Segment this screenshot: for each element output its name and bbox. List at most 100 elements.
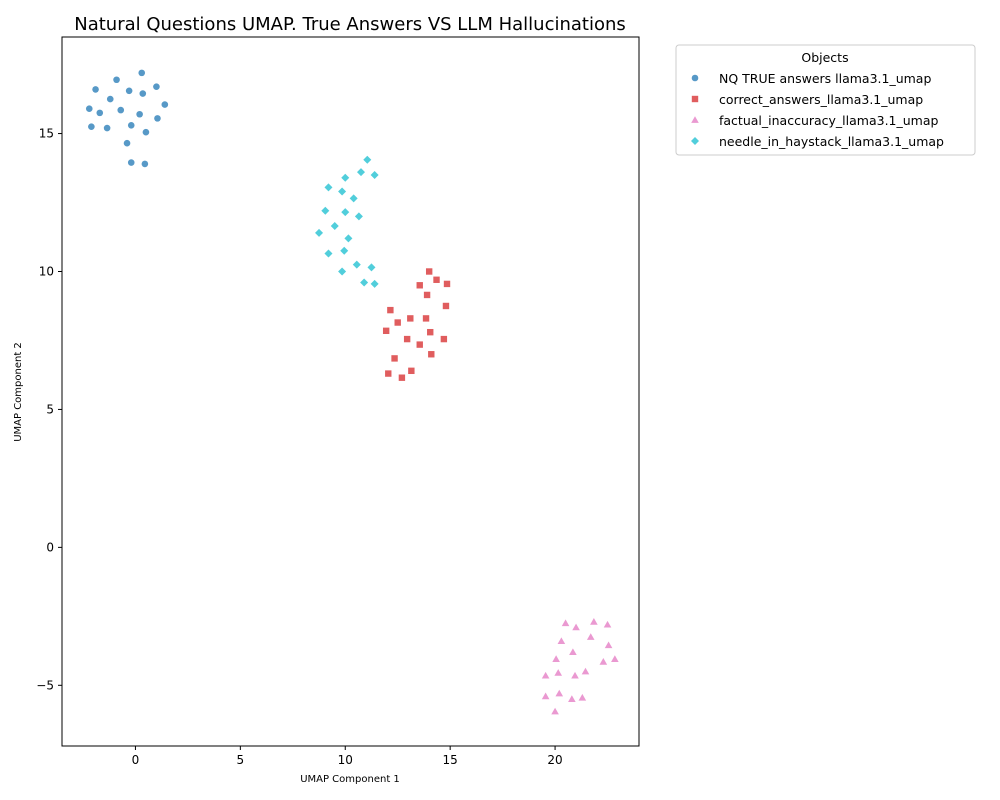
data-point-series-3	[541, 692, 550, 700]
data-point-series-3	[599, 658, 608, 665]
data-point-series-1	[141, 160, 149, 168]
legend-marker	[691, 95, 699, 103]
data-point-series-1	[125, 87, 133, 95]
data-point-series-2	[387, 306, 394, 314]
data-point-series-2	[442, 302, 450, 310]
data-point-series-3	[552, 655, 560, 662]
axes: 0 5 10 15 20 −5 0 5 10 15	[36, 36, 640, 767]
legend-label: NQ TRUE answers llama3.1_umap	[719, 71, 931, 86]
data-point-series-1	[88, 123, 95, 130]
data-point-series-2	[403, 335, 411, 343]
data-point-series-4	[370, 170, 379, 179]
data-point-series-2	[391, 355, 398, 362]
data-point-series-1	[127, 121, 135, 129]
legend-item-4: needle_in_haystack_llama3.1_umap	[691, 134, 944, 149]
data-point-series-4	[321, 206, 330, 215]
y-tick-label: 5	[46, 402, 54, 416]
data-point-series-4	[367, 263, 376, 272]
x-tick-label: 10	[338, 753, 353, 767]
data-point-series-3	[551, 707, 559, 715]
legend-label: factual_inaccuracy_llama3.1_umap	[719, 113, 939, 128]
data-point-series-4	[338, 187, 347, 196]
data-point-series-2	[382, 327, 390, 335]
data-point-series-3	[603, 620, 612, 628]
data-point-series-4	[370, 279, 379, 288]
data-point-series-3	[572, 623, 580, 631]
legend-marker	[691, 116, 699, 123]
data-point-series-2	[416, 341, 423, 348]
data-point-series-3	[581, 667, 590, 675]
data-point-series-1	[127, 159, 135, 166]
chart-title: Natural Questions UMAP. True Answers VS …	[74, 14, 626, 35]
y-tick-label: −5	[36, 678, 54, 692]
data-point-series-2	[443, 280, 451, 288]
data-point-series-4	[340, 246, 349, 255]
data-point-series-2	[422, 315, 430, 322]
data-point-series-4	[324, 183, 333, 192]
legend-item-1: NQ TRUE answers llama3.1_umap	[691, 71, 931, 86]
legend: Objects NQ TRUE answers llama3.1_umapcor…	[675, 44, 976, 156]
legend-item-2: correct_answers_llama3.1_umap	[691, 92, 923, 107]
legend-marker	[691, 137, 699, 145]
data-point-series-1	[153, 83, 160, 90]
data-point-series-3	[561, 619, 570, 627]
data-point-series-3	[554, 669, 563, 676]
x-axis-label: UMAP Component 1	[300, 774, 400, 785]
data-point-series-2	[416, 282, 423, 289]
data-point-series-2	[398, 374, 406, 381]
data-point-series-1	[103, 124, 111, 132]
data-point-series-3	[590, 618, 598, 625]
data-point-series-4	[341, 208, 350, 217]
data-point-series-3	[555, 689, 564, 697]
data-point-series-1	[92, 86, 99, 93]
data-point-series-1	[117, 106, 125, 114]
data-point-series-2	[433, 276, 440, 283]
data-point-series-1	[142, 128, 150, 136]
data-point-series-1	[161, 101, 169, 108]
legend-label: correct_answers_llama3.1_umap	[719, 92, 923, 107]
data-point-series-4	[344, 234, 353, 243]
data-point-series-3	[557, 637, 566, 645]
data-point-series-3	[604, 641, 613, 649]
data-point-series-4	[354, 212, 363, 221]
legend-frame	[675, 44, 976, 156]
data-point-series-1	[113, 76, 120, 84]
data-point-series-2	[427, 328, 434, 336]
data-point-series-1	[85, 105, 93, 113]
y-axis-label: UMAP Component 2	[13, 342, 24, 442]
axes-frame	[61, 36, 640, 747]
y-tick-label: 15	[39, 127, 54, 141]
data-point-series-3	[578, 693, 587, 701]
legend-marker	[691, 74, 699, 82]
data-point-series-4	[349, 194, 358, 203]
data-point-series-2	[394, 319, 401, 326]
data-point-series-4	[352, 260, 361, 269]
data-point-series-4	[363, 155, 372, 164]
data-point-series-4	[341, 173, 350, 182]
data-point-series-2	[440, 335, 448, 343]
data-point-series-3	[571, 671, 579, 679]
data-point-series-1	[106, 95, 114, 103]
data-point-series-4	[360, 278, 369, 287]
y-tick-label: 0	[46, 540, 54, 554]
legend-label: needle_in_haystack_llama3.1_umap	[719, 134, 944, 149]
data-point-series-3	[611, 655, 619, 662]
data-point-series-2	[423, 291, 431, 299]
x-tick-label: 20	[547, 753, 562, 767]
data-point-series-1	[123, 139, 131, 147]
legend-title: Objects	[801, 50, 848, 65]
data-point-series-3	[541, 671, 550, 679]
legend-item-3: factual_inaccuracy_llama3.1_umap	[691, 113, 939, 128]
data-point-series-1	[136, 110, 143, 118]
data-point-series-1	[139, 90, 147, 97]
x-tick-label: 15	[443, 753, 458, 767]
data-point-series-4	[330, 221, 339, 230]
plot-area	[85, 69, 619, 715]
data-point-series-2	[425, 268, 433, 275]
data-point-series-3	[568, 695, 576, 702]
data-point-series-1	[138, 69, 146, 77]
data-point-series-4	[338, 267, 347, 276]
data-point-series-2	[428, 351, 435, 358]
data-point-series-4	[324, 249, 333, 258]
